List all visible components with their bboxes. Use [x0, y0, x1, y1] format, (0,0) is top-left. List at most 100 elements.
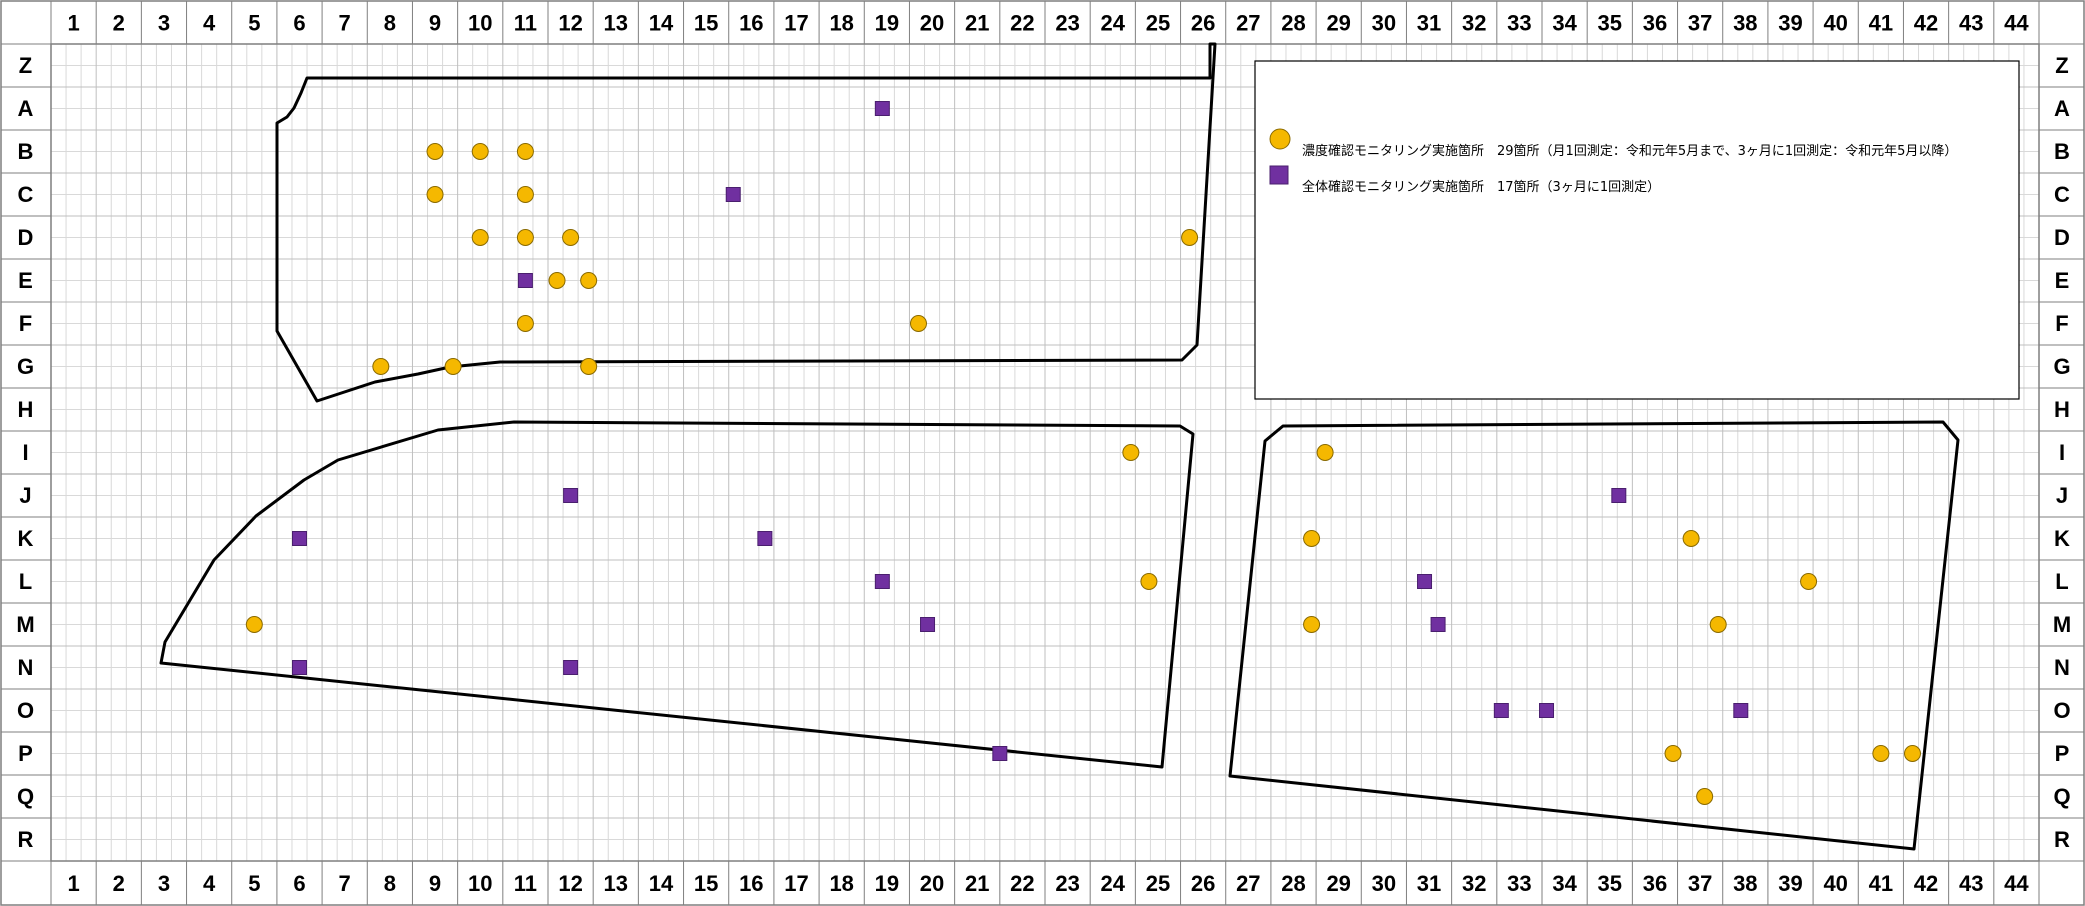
row-label: I [22, 440, 28, 465]
legend-concentration-label: 濃度確認モニタリング実施箇所 29箇所（月1回測定：令和元年5月まで、3ヶ月に1… [1302, 143, 1957, 159]
column-label: 31 [1417, 11, 1441, 36]
column-label: 13 [604, 11, 628, 36]
column-label: 11 [514, 11, 537, 36]
column-label: 25 [1146, 11, 1170, 36]
row-label: B [2054, 139, 2070, 164]
concentration-site-marker [444, 358, 462, 375]
column-label: 22 [1010, 11, 1034, 36]
concentration-site-marker [372, 358, 390, 375]
column-label: 20 [920, 11, 944, 36]
row-label: Q [2053, 784, 2070, 809]
row-label: P [18, 741, 33, 766]
row-label: O [2053, 698, 2070, 723]
concentration-site-marker [562, 229, 580, 246]
column-label: 7 [339, 11, 351, 36]
overall-site-marker [920, 617, 936, 632]
column-label: 16 [739, 11, 763, 36]
overall-site-marker [1733, 703, 1749, 718]
column-label: 21 [965, 11, 989, 36]
column-label: 39 [1778, 871, 1802, 896]
column-label: 32 [1462, 871, 1486, 896]
column-label: 4 [203, 11, 216, 36]
row-label: J [2056, 483, 2068, 508]
concentration-site-marker [516, 229, 534, 246]
row-label: J [19, 483, 31, 508]
column-label: 30 [1372, 871, 1396, 896]
column-label: 8 [384, 871, 396, 896]
column-label: 44 [2004, 871, 2029, 896]
row-label: B [18, 139, 34, 164]
column-label: 9 [429, 11, 441, 36]
column-label: 5 [248, 871, 260, 896]
row-label: H [18, 397, 34, 422]
column-label: 40 [1823, 11, 1847, 36]
row-label: R [18, 827, 34, 852]
block-north-outline [275, 42, 1217, 403]
row-label: R [2054, 827, 2070, 852]
column-label: 14 [649, 11, 674, 36]
column-label: 28 [1281, 871, 1305, 896]
overall-site-marker [1430, 617, 1446, 632]
column-label: 27 [1236, 871, 1260, 896]
column-label: 33 [1507, 11, 1531, 36]
column-label: 1 [67, 871, 79, 896]
concentration-site-marker [471, 229, 489, 246]
column-label: 4 [203, 871, 216, 896]
column-label: 2 [113, 871, 125, 896]
column-label: 15 [694, 871, 718, 896]
row-label: K [2054, 526, 2070, 551]
row-label: I [2059, 440, 2065, 465]
concentration-site-marker [548, 272, 566, 289]
concentration-site-marker [1303, 616, 1321, 633]
row-label: N [18, 655, 34, 680]
column-label: 19 [875, 871, 899, 896]
row-label: A [2054, 96, 2070, 121]
legend-overall-marker [1269, 165, 1289, 185]
column-label: 17 [784, 11, 808, 36]
concentration-site-marker [1122, 444, 1140, 461]
concentration-site-marker [1696, 788, 1714, 805]
column-label: 6 [293, 11, 305, 36]
column-label: 36 [1643, 11, 1667, 36]
column-label: 35 [1598, 11, 1622, 36]
row-label: Q [17, 784, 34, 809]
overall-sites [292, 101, 1749, 761]
column-label: 20 [920, 871, 944, 896]
column-label: 25 [1146, 871, 1170, 896]
row-label: F [2055, 311, 2068, 336]
column-label: 26 [1191, 871, 1215, 896]
row-label: E [2055, 268, 2070, 293]
concentration-site-marker [1664, 745, 1682, 762]
row-label: D [2054, 225, 2070, 250]
column-label: 30 [1372, 11, 1396, 36]
concentration-site-marker [516, 143, 534, 160]
column-label: 10 [468, 871, 492, 896]
concentration-site-marker [1682, 530, 1700, 547]
column-label: 31 [1417, 871, 1441, 896]
overall-site-marker [1539, 703, 1555, 718]
concentration-site-marker [580, 358, 598, 375]
legend-box: 濃度確認モニタリング実施箇所 29箇所（月1回測定：令和元年5月まで、3ヶ月に1… [1254, 60, 2020, 400]
column-label: 29 [1326, 11, 1350, 36]
row-label: L [19, 569, 32, 594]
column-label: 41 [1869, 871, 1893, 896]
concentration-site-marker [1872, 745, 1890, 762]
column-label: 10 [468, 11, 492, 36]
column-label: 24 [1101, 11, 1126, 36]
column-label: 33 [1507, 871, 1531, 896]
column-label: 27 [1236, 11, 1260, 36]
concentration-site-marker [516, 186, 534, 203]
column-label: 22 [1010, 871, 1034, 896]
column-label: 8 [384, 11, 396, 36]
column-label: 26 [1191, 11, 1215, 36]
row-label: O [17, 698, 34, 723]
column-label: 39 [1778, 11, 1802, 36]
column-label: 13 [604, 871, 628, 896]
concentration-site-marker [580, 272, 598, 289]
column-label: 18 [829, 871, 853, 896]
row-label: C [18, 182, 34, 207]
legend-concentration-marker [1269, 128, 1291, 150]
